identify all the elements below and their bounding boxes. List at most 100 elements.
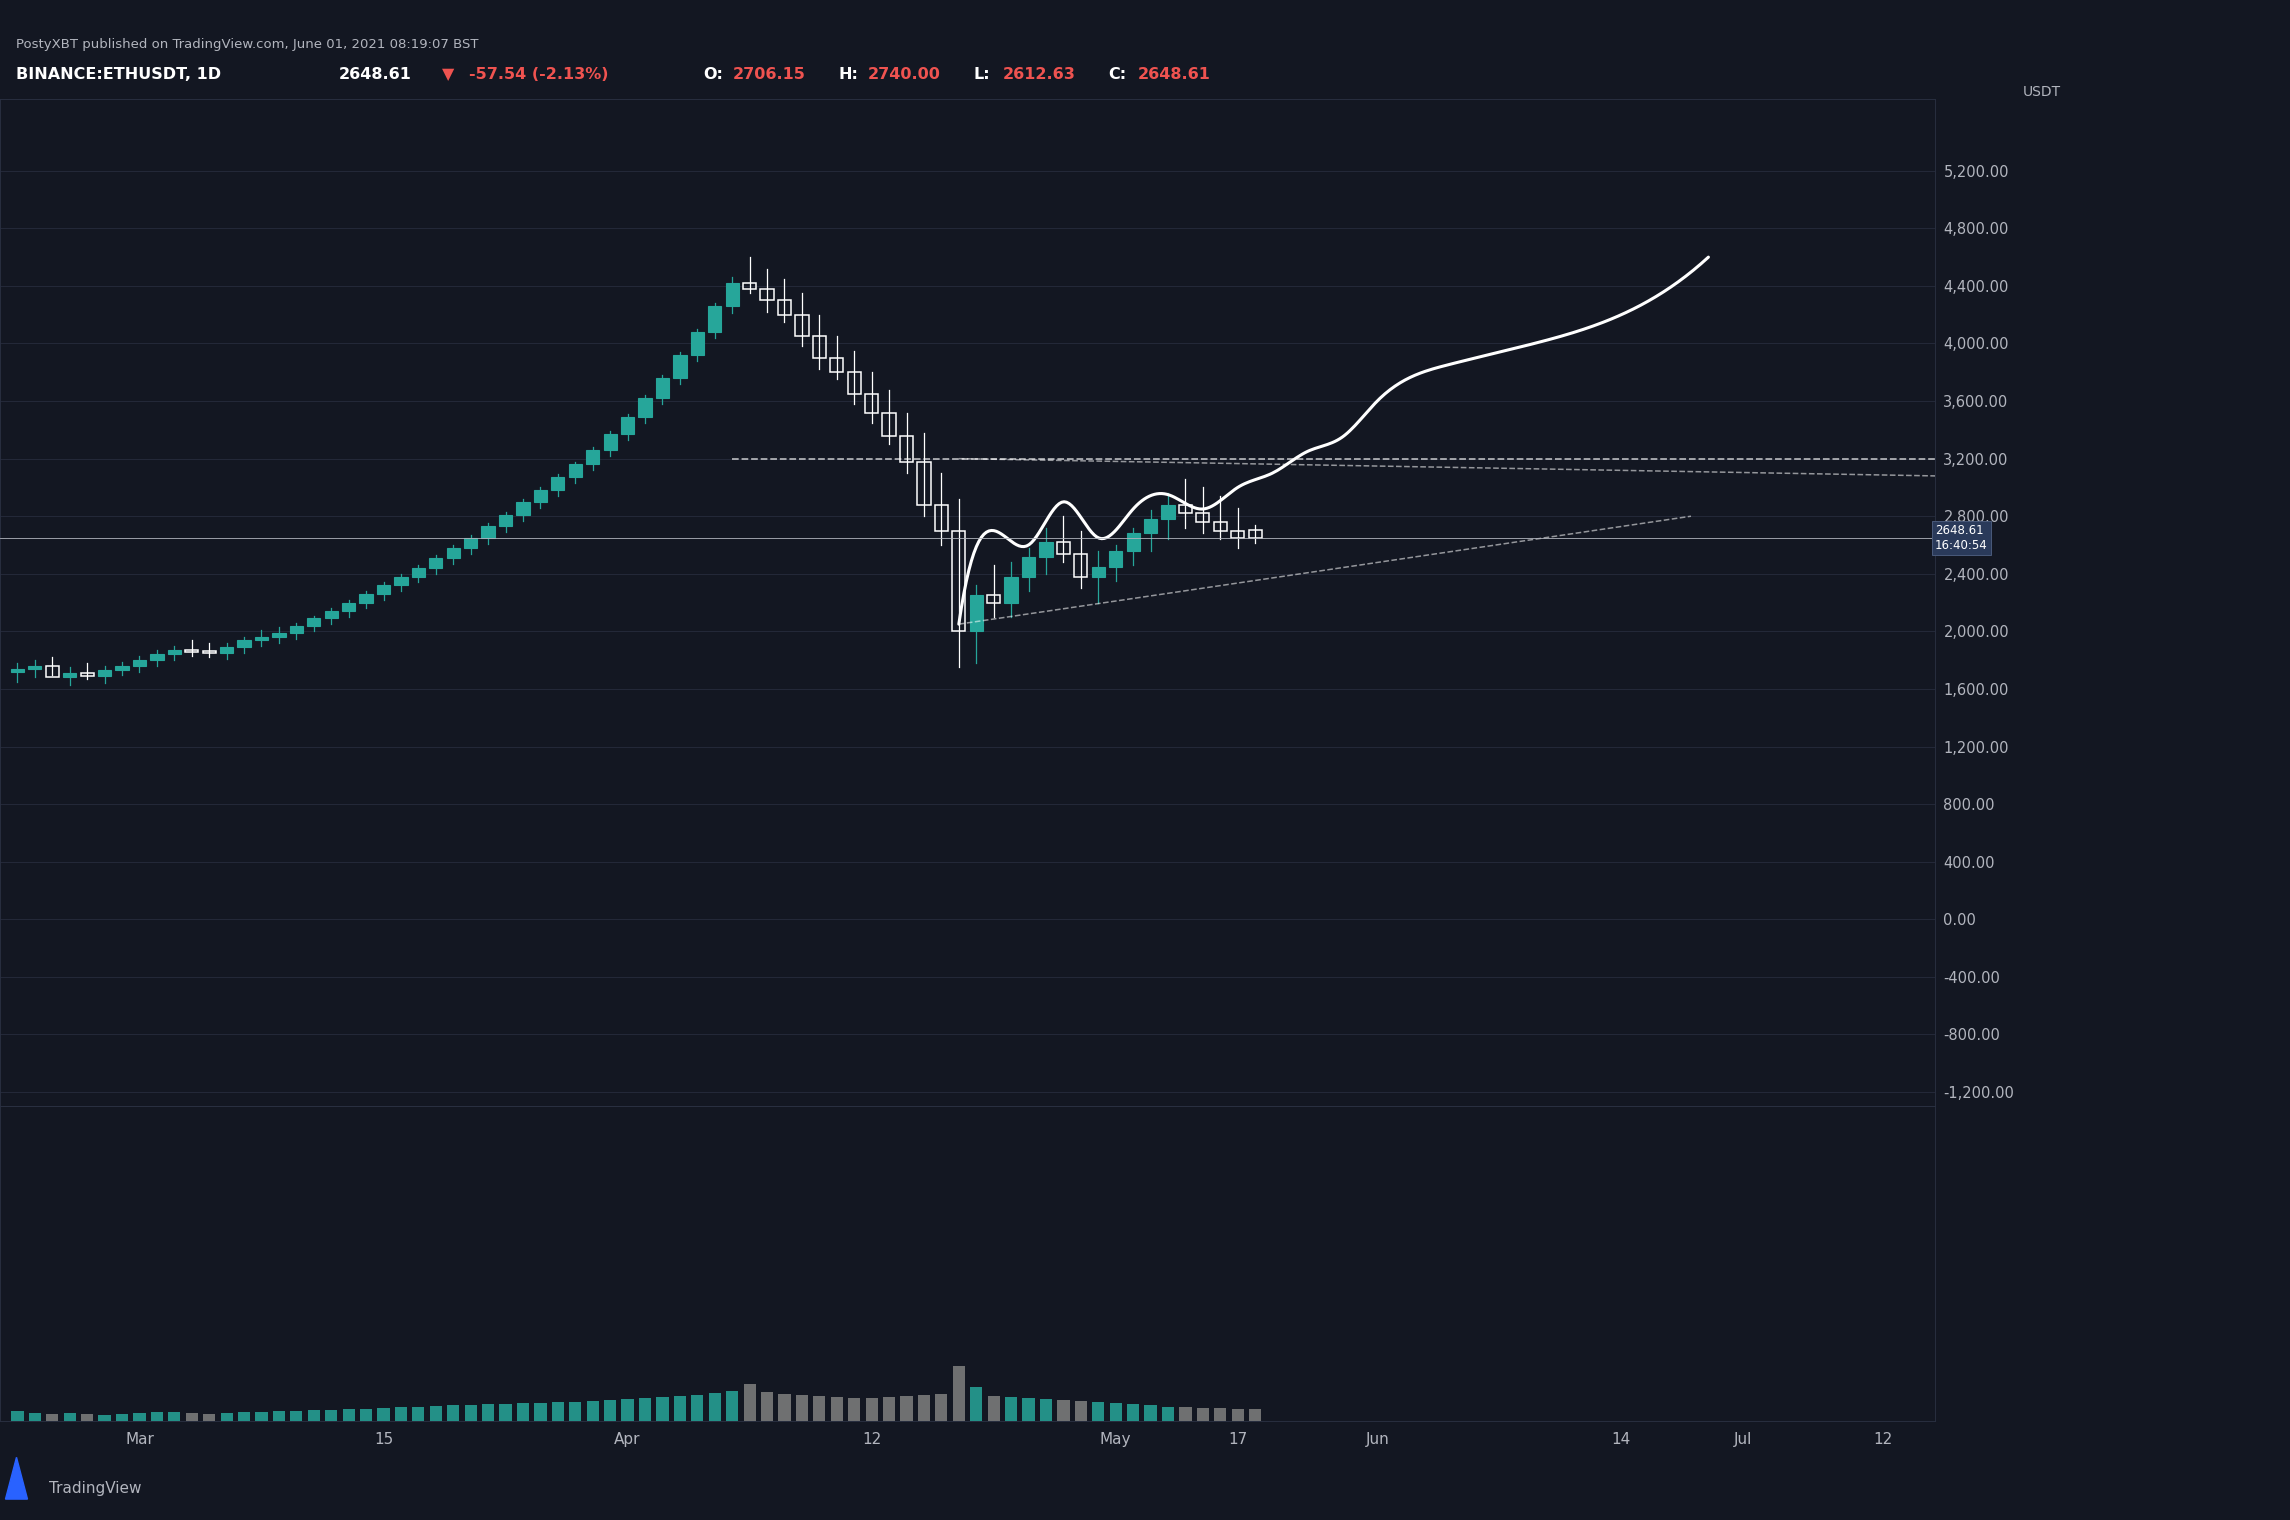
Bar [360, 594, 373, 602]
Bar [515, 502, 529, 515]
Bar [586, 450, 600, 465]
Bar [708, 1392, 721, 1421]
Bar [238, 1412, 250, 1421]
Bar [1074, 1401, 1088, 1421]
Bar [344, 1409, 355, 1421]
Text: L:: L: [973, 67, 989, 82]
Bar [518, 1403, 529, 1421]
Bar [552, 1403, 563, 1421]
Bar [254, 637, 268, 640]
Bar [1179, 1408, 1191, 1421]
Bar [291, 626, 302, 632]
Bar [325, 1409, 337, 1421]
Bar [185, 649, 199, 652]
Text: 2648.61: 2648.61 [1138, 67, 1211, 82]
Bar [779, 301, 790, 315]
Bar [30, 1412, 41, 1421]
Bar [1145, 1406, 1156, 1421]
Bar [11, 669, 25, 672]
Text: ▼: ▼ [442, 67, 453, 82]
Bar [1021, 556, 1035, 576]
Bar [499, 515, 513, 526]
Bar [185, 1414, 197, 1421]
Bar [1074, 553, 1088, 576]
Bar [673, 356, 687, 378]
Bar [1092, 1403, 1104, 1421]
Text: C:: C: [1108, 67, 1127, 82]
Bar [900, 436, 914, 462]
Bar [1198, 1408, 1209, 1421]
Text: BINANCE:ETHUSDT, 1D: BINANCE:ETHUSDT, 1D [16, 67, 222, 82]
Text: TradingView: TradingView [50, 1480, 142, 1496]
Bar [238, 640, 250, 648]
Bar [64, 673, 76, 678]
Bar [760, 1392, 774, 1421]
Bar [307, 619, 321, 626]
Bar [831, 1397, 843, 1421]
Bar [151, 1412, 163, 1421]
Text: 2706.15: 2706.15 [733, 67, 806, 82]
Text: PostyXBT published on TradingView.com, June 01, 2021 08:19:07 BST: PostyXBT published on TradingView.com, J… [16, 38, 479, 52]
Bar [220, 1412, 234, 1421]
Bar [394, 576, 408, 585]
Bar [866, 394, 879, 412]
Bar [499, 1404, 511, 1421]
Bar [325, 611, 339, 619]
Bar [987, 1397, 1001, 1421]
Bar [971, 1388, 982, 1421]
Bar [884, 1397, 895, 1421]
Bar [220, 648, 234, 654]
Bar [847, 1397, 861, 1421]
Bar [760, 289, 774, 301]
Bar [412, 1406, 424, 1421]
Bar [1005, 576, 1017, 602]
Bar [1232, 1409, 1243, 1421]
Bar [360, 1409, 373, 1421]
Bar [291, 1411, 302, 1421]
Bar [80, 1415, 94, 1421]
Bar [1040, 1400, 1051, 1421]
Bar [953, 530, 966, 631]
Bar [46, 666, 60, 678]
Bar [1248, 1409, 1262, 1421]
Bar [431, 1406, 442, 1421]
Bar [742, 283, 756, 289]
Bar [813, 1397, 824, 1421]
Bar [1232, 530, 1243, 538]
Bar [570, 1401, 582, 1421]
Bar [655, 378, 669, 398]
Bar [605, 435, 616, 450]
Bar [273, 632, 286, 637]
Bar [813, 336, 827, 357]
Bar [605, 1400, 616, 1421]
Bar [726, 1391, 737, 1421]
Bar [586, 1401, 598, 1421]
Bar [114, 666, 128, 670]
Bar [621, 416, 634, 435]
Bar [795, 315, 808, 336]
Bar [621, 1400, 634, 1421]
Bar [797, 1395, 808, 1421]
Text: 2740.00: 2740.00 [868, 67, 941, 82]
Bar [726, 283, 740, 306]
Bar [64, 1414, 76, 1421]
Bar [465, 1404, 476, 1421]
Bar [934, 1394, 948, 1421]
Bar [202, 651, 215, 654]
Bar [1092, 567, 1104, 576]
Text: -57.54 (-2.13%): -57.54 (-2.13%) [469, 67, 609, 82]
Bar [934, 505, 948, 530]
Bar [534, 491, 547, 502]
Bar [481, 1404, 495, 1421]
Bar [465, 538, 476, 547]
Bar [98, 1415, 110, 1421]
Bar [1161, 505, 1175, 520]
Bar [1040, 543, 1053, 556]
Bar [882, 412, 895, 436]
Text: 2648.61: 2648.61 [339, 67, 412, 82]
Bar [378, 585, 389, 594]
Bar [1214, 521, 1227, 530]
Bar [133, 1412, 147, 1421]
Bar [447, 547, 460, 558]
Bar [1056, 543, 1069, 553]
